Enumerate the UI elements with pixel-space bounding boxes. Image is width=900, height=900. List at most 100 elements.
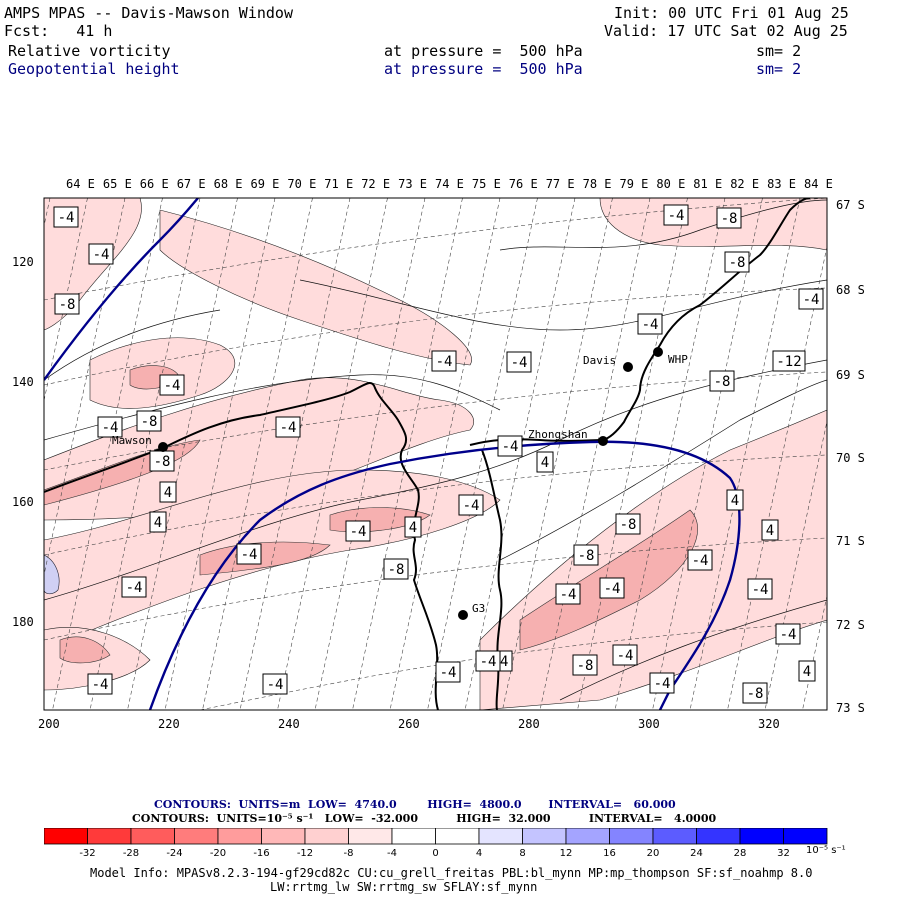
contour-label: -4 (612, 644, 638, 666)
top-lon-label: 71 E (324, 177, 353, 191)
contour-label: -4 (53, 206, 79, 228)
right-lat-label: 70 S (836, 451, 865, 465)
left-axis-label: 140 (12, 375, 34, 389)
svg-text:4: 4 (154, 515, 162, 531)
right-lat-label: 68 S (836, 283, 865, 297)
right-lat-label: 73 S (836, 701, 865, 715)
station-marker (598, 436, 608, 446)
top-lon-label: 64 E (66, 177, 95, 191)
contour-label: 4 (536, 451, 554, 473)
colorbar-tick-label: 4 (475, 848, 483, 859)
top-lon-label: 66 E (140, 177, 169, 191)
svg-text:-8: -8 (714, 374, 731, 390)
station-marker (653, 347, 663, 357)
colorbar-tick-label: 32 (777, 848, 790, 859)
right-lat-label: 72 S (836, 618, 865, 632)
coastline (44, 198, 811, 710)
colorbar-segment (783, 828, 828, 845)
svg-text:-8: -8 (59, 297, 76, 313)
svg-text:-4: -4 (241, 547, 258, 563)
svg-text:4: 4 (731, 493, 739, 509)
svg-text:-4: -4 (440, 665, 457, 681)
left-axis-label: 180 (12, 615, 34, 629)
colorbar-segment (739, 828, 784, 845)
colorbar-tick-label: 8 (519, 848, 526, 859)
contour-label: -8 (136, 410, 162, 432)
bottom-axis-label: 300 (638, 717, 660, 731)
top-lon-label: 76 E (509, 177, 538, 191)
colorbar (44, 828, 828, 845)
top-lon-label: 75 E (472, 177, 501, 191)
top-lon-label: 82 E (730, 177, 759, 191)
colorbar-segment (478, 828, 523, 845)
axis-label-layer: 64 E 65 E 66 E 67 E 68 E 69 E 70 E 71 E 72 E 73 E… (12, 177, 865, 731)
svg-text:-4: -4 (350, 524, 367, 540)
top-lon-label: 77 E (546, 177, 575, 191)
svg-text:-4: -4 (617, 648, 634, 664)
left-axis-label: 120 (12, 255, 34, 269)
contour-label: -4 (345, 520, 371, 542)
contour-label: -4 (497, 435, 523, 457)
svg-text:4: 4 (766, 523, 774, 539)
contour-label: -4 (275, 416, 301, 438)
svg-text:-8: -8 (747, 686, 764, 702)
top-lon-label: 79 E (620, 177, 649, 191)
contour-label: -4 (88, 243, 114, 265)
contour-label-layer: -4-4-8-4-8-4 -4-8-4 -444-44-4-4 -8-8-8-4 -4-… (53, 204, 824, 704)
bottom-axis-label: 240 (278, 717, 300, 731)
contour-label: -8 (149, 450, 175, 472)
svg-text:-4: -4 (267, 677, 284, 693)
svg-text:-8: -8 (721, 211, 738, 227)
bottom-axis-label: 320 (758, 717, 780, 731)
colorbar-tick-label: 20 (646, 848, 660, 859)
contour-label: -8 (709, 370, 735, 392)
svg-text:-8: -8 (577, 658, 594, 674)
svg-text:-4: -4 (102, 420, 119, 436)
height-contours (44, 198, 741, 710)
colorbar-segment (217, 828, 262, 845)
top-lon-label: 68 E (214, 177, 243, 191)
colorbar-segment (435, 828, 480, 845)
contour-label: -4 (475, 650, 501, 672)
contour-label: 4 (404, 516, 422, 538)
svg-text:-4: -4 (780, 627, 797, 643)
colorbar-segment (304, 828, 349, 845)
svg-text:-4: -4 (654, 676, 671, 692)
svg-text:-4: -4 (480, 654, 497, 670)
right-lat-label: 69 S (836, 368, 865, 382)
svg-text:-4: -4 (164, 378, 181, 394)
colorbar-tick-label: -16 (253, 848, 270, 859)
map-panel: -4-4-8-4-8-4 -4-8-4 -444-44-4-4 -8-8-8-4 -4-… (12, 177, 865, 731)
colorbar-tick-label: 28 (733, 848, 747, 859)
svg-text:4: 4 (541, 455, 549, 471)
station-label: Mawson (112, 434, 152, 447)
vorticity-contour-note: CONTOURS: UNITS=10⁻⁵ s⁻¹ LOW= -32.000 HI… (132, 812, 717, 825)
colorbar-tick-label: 0 (432, 848, 439, 859)
top-lon-label: 74 E (435, 177, 464, 191)
forecast-hour: Fcst: 41 h (4, 22, 113, 40)
colorbar-tick-label: -32 (79, 848, 96, 859)
svg-text:-4: -4 (604, 581, 621, 597)
colorbar-segment (348, 828, 393, 845)
svg-text:-8: -8 (154, 454, 171, 470)
contour-label: -4 (435, 661, 461, 683)
svg-text:-12: -12 (776, 354, 801, 370)
contour-label: -4 (649, 672, 675, 694)
colorbar-tick-label: -8 (343, 848, 354, 859)
colorbar-segment (174, 828, 219, 845)
colorbar-segment (391, 828, 436, 845)
map-area: -4-4-8-4-8-4 -4-8-4 -444-44-4-4 -8-8-8-4 -4-… (44, 198, 827, 710)
contour-label: -4 (262, 673, 288, 695)
colorbar-segment (565, 828, 610, 845)
contour-label: -4 (798, 288, 824, 310)
bottom-axis-label: 260 (398, 717, 420, 731)
svg-text:-8: -8 (141, 414, 158, 430)
colorbar-segment (652, 828, 697, 845)
left-axis-label: 160 (12, 495, 34, 509)
contour-label: -4 (159, 374, 185, 396)
field2-pressure: at pressure = 500 hPa (384, 60, 583, 78)
top-lon-label: 65 E (103, 177, 132, 191)
contour-label: -4 (458, 494, 484, 516)
top-lon-label: 67 E (177, 177, 206, 191)
model-info-line1: Model Info: MPASv8.2.3-194-gf29cd82c CU:… (90, 866, 813, 880)
